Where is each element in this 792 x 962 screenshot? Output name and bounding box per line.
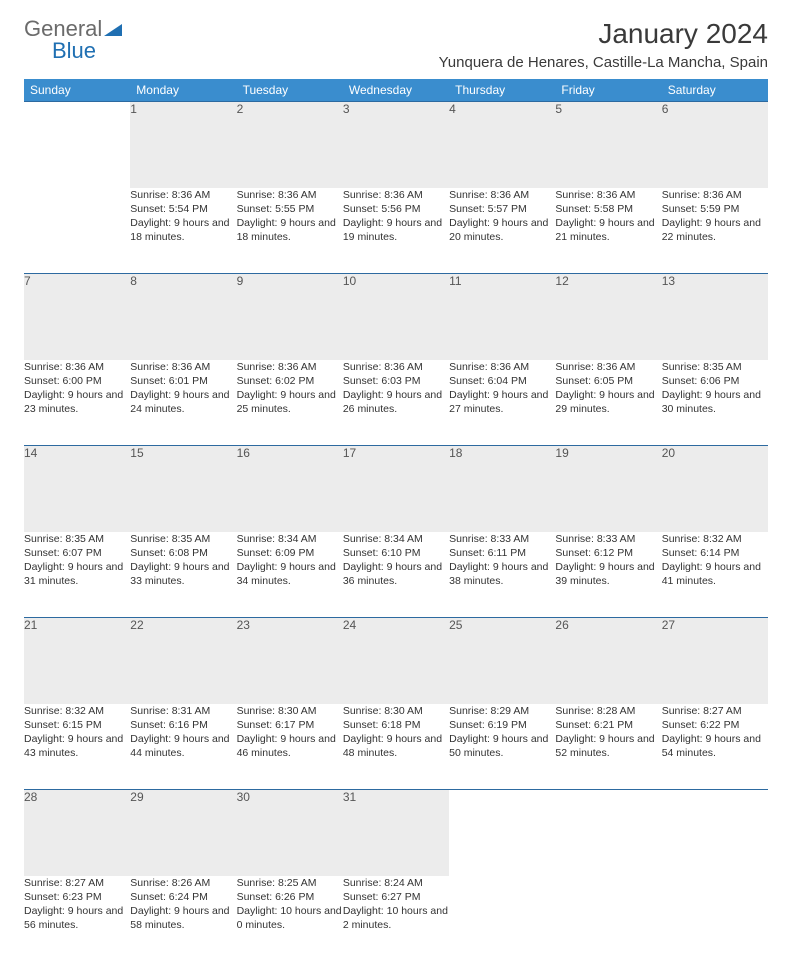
day-detail-cell: Sunrise: 8:36 AMSunset: 6:00 PMDaylight:…: [24, 360, 130, 446]
weekday-header: Sunday: [24, 79, 130, 102]
weekday-header-row: SundayMondayTuesdayWednesdayThursdayFrid…: [24, 79, 768, 102]
day-detail-cell: Sunrise: 8:33 AMSunset: 6:11 PMDaylight:…: [449, 532, 555, 618]
day-detail-cell: Sunrise: 8:31 AMSunset: 6:16 PMDaylight:…: [130, 704, 236, 790]
day-number-cell: 2: [237, 102, 343, 188]
day-number-cell: [24, 102, 130, 188]
day-detail-cell: [449, 876, 555, 962]
day-number-cell: 5: [555, 102, 661, 188]
day-number-cell: 22: [130, 618, 236, 704]
day-number-cell: 8: [130, 274, 236, 360]
day-number-cell: 28: [24, 790, 130, 876]
day-number-cell: 27: [662, 618, 768, 704]
day-detail-cell: Sunrise: 8:34 AMSunset: 6:10 PMDaylight:…: [343, 532, 449, 618]
day-detail-cell: Sunrise: 8:35 AMSunset: 6:08 PMDaylight:…: [130, 532, 236, 618]
weekday-header: Thursday: [449, 79, 555, 102]
day-number-cell: 29: [130, 790, 236, 876]
day-detail-cell: Sunrise: 8:34 AMSunset: 6:09 PMDaylight:…: [237, 532, 343, 618]
day-number-row: 123456: [24, 102, 768, 188]
day-detail-cell: Sunrise: 8:27 AMSunset: 6:23 PMDaylight:…: [24, 876, 130, 962]
day-detail-cell: Sunrise: 8:36 AMSunset: 6:02 PMDaylight:…: [237, 360, 343, 446]
day-number-cell: 25: [449, 618, 555, 704]
day-number-cell: 11: [449, 274, 555, 360]
day-detail-cell: Sunrise: 8:36 AMSunset: 6:01 PMDaylight:…: [130, 360, 236, 446]
day-number-row: 21222324252627: [24, 618, 768, 704]
day-number-row: 78910111213: [24, 274, 768, 360]
day-detail-cell: Sunrise: 8:36 AMSunset: 5:58 PMDaylight:…: [555, 188, 661, 274]
day-number-cell: 9: [237, 274, 343, 360]
day-detail-cell: Sunrise: 8:25 AMSunset: 6:26 PMDaylight:…: [237, 876, 343, 962]
day-detail-cell: Sunrise: 8:36 AMSunset: 5:56 PMDaylight:…: [343, 188, 449, 274]
day-number-cell: [662, 790, 768, 876]
day-number-cell: 16: [237, 446, 343, 532]
day-detail-cell: Sunrise: 8:36 AMSunset: 5:59 PMDaylight:…: [662, 188, 768, 274]
day-number-cell: 19: [555, 446, 661, 532]
logo-triangle-icon: [104, 16, 122, 41]
day-detail-cell: Sunrise: 8:30 AMSunset: 6:18 PMDaylight:…: [343, 704, 449, 790]
day-number-cell: 21: [24, 618, 130, 704]
calendar-body: 123456Sunrise: 8:36 AMSunset: 5:54 PMDay…: [24, 102, 768, 962]
day-detail-cell: Sunrise: 8:36 AMSunset: 5:54 PMDaylight:…: [130, 188, 236, 274]
day-detail-cell: Sunrise: 8:35 AMSunset: 6:07 PMDaylight:…: [24, 532, 130, 618]
title-block: January 2024 Yunquera de Henares, Castil…: [439, 18, 768, 71]
day-number-cell: 12: [555, 274, 661, 360]
day-detail-row: Sunrise: 8:36 AMSunset: 6:00 PMDaylight:…: [24, 360, 768, 446]
logo-part2: Blue: [52, 38, 96, 63]
day-detail-row: Sunrise: 8:36 AMSunset: 5:54 PMDaylight:…: [24, 188, 768, 274]
day-detail-cell: Sunrise: 8:36 AMSunset: 5:57 PMDaylight:…: [449, 188, 555, 274]
day-detail-cell: [24, 188, 130, 274]
day-number-cell: 3: [343, 102, 449, 188]
day-detail-cell: Sunrise: 8:36 AMSunset: 5:55 PMDaylight:…: [237, 188, 343, 274]
day-detail-cell: Sunrise: 8:24 AMSunset: 6:27 PMDaylight:…: [343, 876, 449, 962]
day-detail-row: Sunrise: 8:32 AMSunset: 6:15 PMDaylight:…: [24, 704, 768, 790]
day-number-row: 14151617181920: [24, 446, 768, 532]
day-number-cell: 7: [24, 274, 130, 360]
day-detail-cell: [662, 876, 768, 962]
weekday-header: Friday: [555, 79, 661, 102]
day-detail-cell: Sunrise: 8:26 AMSunset: 6:24 PMDaylight:…: [130, 876, 236, 962]
day-detail-row: Sunrise: 8:35 AMSunset: 6:07 PMDaylight:…: [24, 532, 768, 618]
month-title: January 2024: [439, 18, 768, 50]
day-number-cell: [555, 790, 661, 876]
day-detail-cell: Sunrise: 8:36 AMSunset: 6:04 PMDaylight:…: [449, 360, 555, 446]
day-detail-cell: Sunrise: 8:28 AMSunset: 6:21 PMDaylight:…: [555, 704, 661, 790]
day-number-cell: 15: [130, 446, 236, 532]
weekday-header: Monday: [130, 79, 236, 102]
day-number-cell: 1: [130, 102, 236, 188]
day-number-cell: 31: [343, 790, 449, 876]
day-detail-cell: Sunrise: 8:32 AMSunset: 6:15 PMDaylight:…: [24, 704, 130, 790]
day-number-cell: 18: [449, 446, 555, 532]
day-number-cell: 14: [24, 446, 130, 532]
logo-text: General Blue: [24, 18, 122, 62]
weekday-header: Tuesday: [237, 79, 343, 102]
day-number-cell: 23: [237, 618, 343, 704]
day-detail-cell: Sunrise: 8:32 AMSunset: 6:14 PMDaylight:…: [662, 532, 768, 618]
logo: General Blue: [24, 18, 122, 62]
day-number-cell: 26: [555, 618, 661, 704]
day-detail-cell: Sunrise: 8:30 AMSunset: 6:17 PMDaylight:…: [237, 704, 343, 790]
day-number-cell: 20: [662, 446, 768, 532]
day-detail-cell: Sunrise: 8:29 AMSunset: 6:19 PMDaylight:…: [449, 704, 555, 790]
day-detail-cell: Sunrise: 8:33 AMSunset: 6:12 PMDaylight:…: [555, 532, 661, 618]
weekday-header: Wednesday: [343, 79, 449, 102]
day-number-cell: 10: [343, 274, 449, 360]
day-detail-cell: Sunrise: 8:27 AMSunset: 6:22 PMDaylight:…: [662, 704, 768, 790]
day-number-cell: 13: [662, 274, 768, 360]
day-number-cell: 4: [449, 102, 555, 188]
day-number-cell: 30: [237, 790, 343, 876]
day-number-cell: [449, 790, 555, 876]
day-number-cell: 24: [343, 618, 449, 704]
weekday-header: Saturday: [662, 79, 768, 102]
day-detail-cell: Sunrise: 8:36 AMSunset: 6:05 PMDaylight:…: [555, 360, 661, 446]
day-number-cell: 6: [662, 102, 768, 188]
day-detail-cell: Sunrise: 8:36 AMSunset: 6:03 PMDaylight:…: [343, 360, 449, 446]
header: General Blue January 2024 Yunquera de He…: [24, 18, 768, 71]
day-number-row: 28293031: [24, 790, 768, 876]
day-detail-cell: [555, 876, 661, 962]
calendar-table: SundayMondayTuesdayWednesdayThursdayFrid…: [24, 79, 768, 962]
day-detail-cell: Sunrise: 8:35 AMSunset: 6:06 PMDaylight:…: [662, 360, 768, 446]
day-detail-row: Sunrise: 8:27 AMSunset: 6:23 PMDaylight:…: [24, 876, 768, 962]
location-text: Yunquera de Henares, Castille-La Mancha,…: [439, 54, 768, 71]
day-number-cell: 17: [343, 446, 449, 532]
